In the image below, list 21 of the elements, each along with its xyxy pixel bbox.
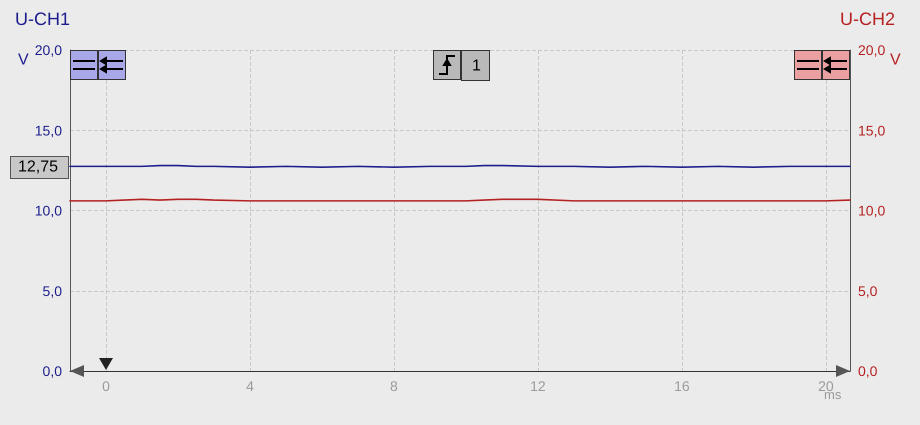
text: 12,75 bbox=[18, 158, 58, 176]
y-tick-label: 0,0 bbox=[42, 363, 62, 379]
x-tick-label: 12 bbox=[530, 378, 546, 394]
annotation: 1 bbox=[472, 58, 481, 74]
x-tick-label: 0 bbox=[102, 378, 110, 394]
y2-tick-label: 5,0 bbox=[858, 282, 878, 299]
text: V bbox=[890, 52, 901, 68]
y-tick-label: 15,0 bbox=[34, 122, 62, 138]
text: V bbox=[18, 52, 29, 68]
x-tick-label: 4 bbox=[246, 378, 254, 394]
x-tick-label: 16 bbox=[674, 378, 690, 394]
x-tick-label: 8 bbox=[390, 378, 398, 394]
y2-tick-label: 15,0 bbox=[858, 122, 886, 138]
y-tick-label: 5,0 bbox=[42, 282, 62, 299]
y2-tick-label: 0,0 bbox=[858, 363, 878, 379]
y-tick-label: 10,0 bbox=[34, 202, 62, 218]
y-tick-label: 20,0 bbox=[34, 42, 62, 58]
y2-tick-label: 20,0 bbox=[858, 42, 886, 58]
y2-tick-label: 10,0 bbox=[858, 202, 886, 218]
y-axis-title: U-CH1 bbox=[14, 9, 70, 29]
y2-axis-title: U-CH2 bbox=[840, 9, 896, 29]
